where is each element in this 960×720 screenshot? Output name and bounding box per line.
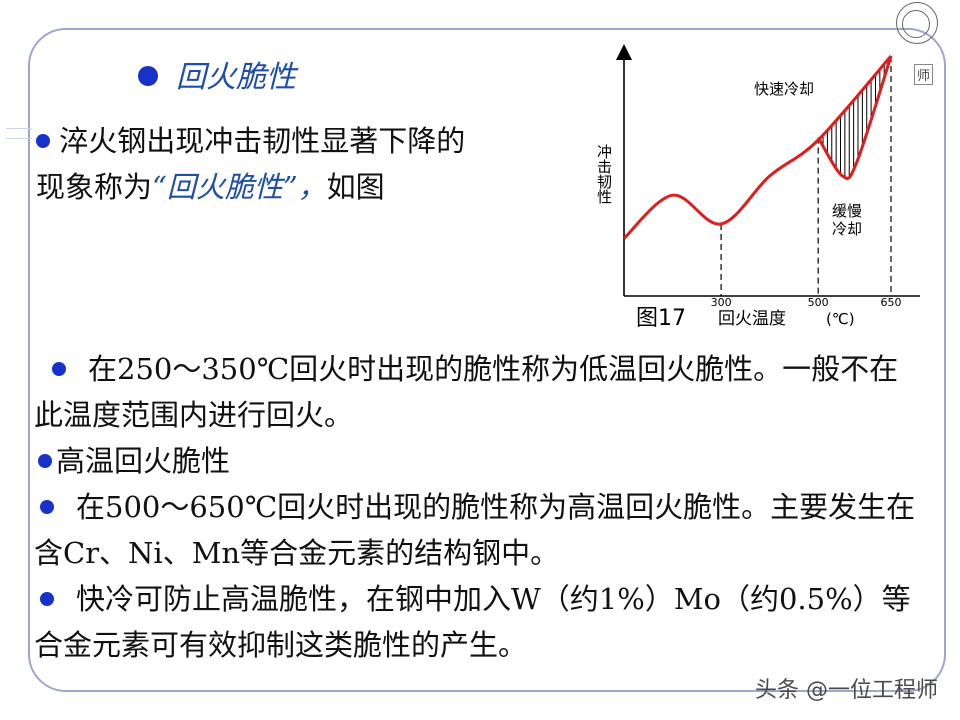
y-axis-label: 冲击韧性 bbox=[595, 144, 613, 204]
intro-text-a: 淬火钢出现冲击韧性显著下降的现象称为 bbox=[36, 124, 466, 204]
slow-cooling-label-1: 缓慢 bbox=[832, 202, 862, 220]
fast-cooling-label: 快速冷却 bbox=[754, 80, 814, 98]
low-temp-paragraph: 在250～350℃回火时出现的脆性称为低温回火脆性。一般不在此温度范围内进行回火… bbox=[34, 346, 914, 438]
fast-cooling-curve bbox=[622, 55, 893, 240]
hatch-lines bbox=[822, 58, 890, 178]
margin-tick bbox=[6, 138, 32, 139]
x-tick-300: 300 bbox=[711, 296, 732, 309]
toughness-chart: 冲击韧性 快速冷却 缓慢 冷却 300 500 650 回火温度 (℃) bbox=[595, 44, 920, 329]
bullet-icon bbox=[40, 592, 54, 606]
slide-frame bbox=[28, 28, 946, 692]
intro-text-b: 如图 bbox=[326, 170, 385, 204]
watermark: 头条 @一位工程师 bbox=[755, 678, 938, 703]
bullet-icon bbox=[40, 500, 54, 514]
bullet-icon bbox=[36, 134, 50, 148]
intro-quote: “回火脆性”， bbox=[152, 170, 327, 204]
bullet-icon bbox=[52, 362, 66, 376]
x-tick-labels: 300 500 650 bbox=[711, 296, 902, 309]
seal-icon bbox=[896, 2, 938, 44]
high-temp-text: 在500～650℃回火时出现的脆性称为高温回火脆性。主要发生在含Cr、Ni、Mn… bbox=[34, 490, 916, 570]
slide-title: 回火脆性 bbox=[138, 52, 296, 96]
low-temp-text: 在250～350℃回火时出现的脆性称为低温回火脆性。一般不在此温度范围内进行回火… bbox=[34, 352, 899, 432]
x-axis-label: 回火温度 bbox=[718, 309, 786, 329]
x-axis-unit: (℃) bbox=[826, 310, 855, 328]
slow-cooling-curve bbox=[816, 55, 893, 180]
seal-inner-icon bbox=[902, 10, 930, 38]
high-temp-heading: 高温回火脆性 bbox=[34, 438, 914, 484]
drop-lines bbox=[720, 56, 892, 296]
x-tick-650: 650 bbox=[881, 296, 902, 309]
bullet-icon bbox=[38, 454, 52, 468]
high-temp-heading-text: 高温回火脆性 bbox=[56, 444, 231, 478]
prevention-text: 快冷可防止高温脆性，在钢中加入W（约1%）Mo（约0.5%）等合金元素可有效抑制… bbox=[34, 582, 911, 662]
intro-paragraph: 淬火钢出现冲击韧性显著下降的现象称为“回火脆性”，如图 bbox=[36, 118, 466, 210]
corner-label: 师 bbox=[914, 64, 934, 85]
prevention-paragraph: 快冷可防止高温脆性，在钢中加入W（约1%）Mo（约0.5%）等合金元素可有效抑制… bbox=[34, 576, 934, 668]
title-text: 回火脆性 bbox=[176, 60, 296, 95]
margin-tick bbox=[6, 128, 32, 129]
high-temp-paragraph: 在500～650℃回火时出现的脆性称为高温回火脆性。主要发生在含Cr、Ni、Mn… bbox=[34, 484, 934, 576]
bullet-icon bbox=[138, 65, 158, 86]
slow-cooling-label-2: 冷却 bbox=[832, 220, 862, 238]
x-tick-500: 500 bbox=[808, 296, 829, 309]
figure-label: 图17 bbox=[636, 306, 686, 331]
